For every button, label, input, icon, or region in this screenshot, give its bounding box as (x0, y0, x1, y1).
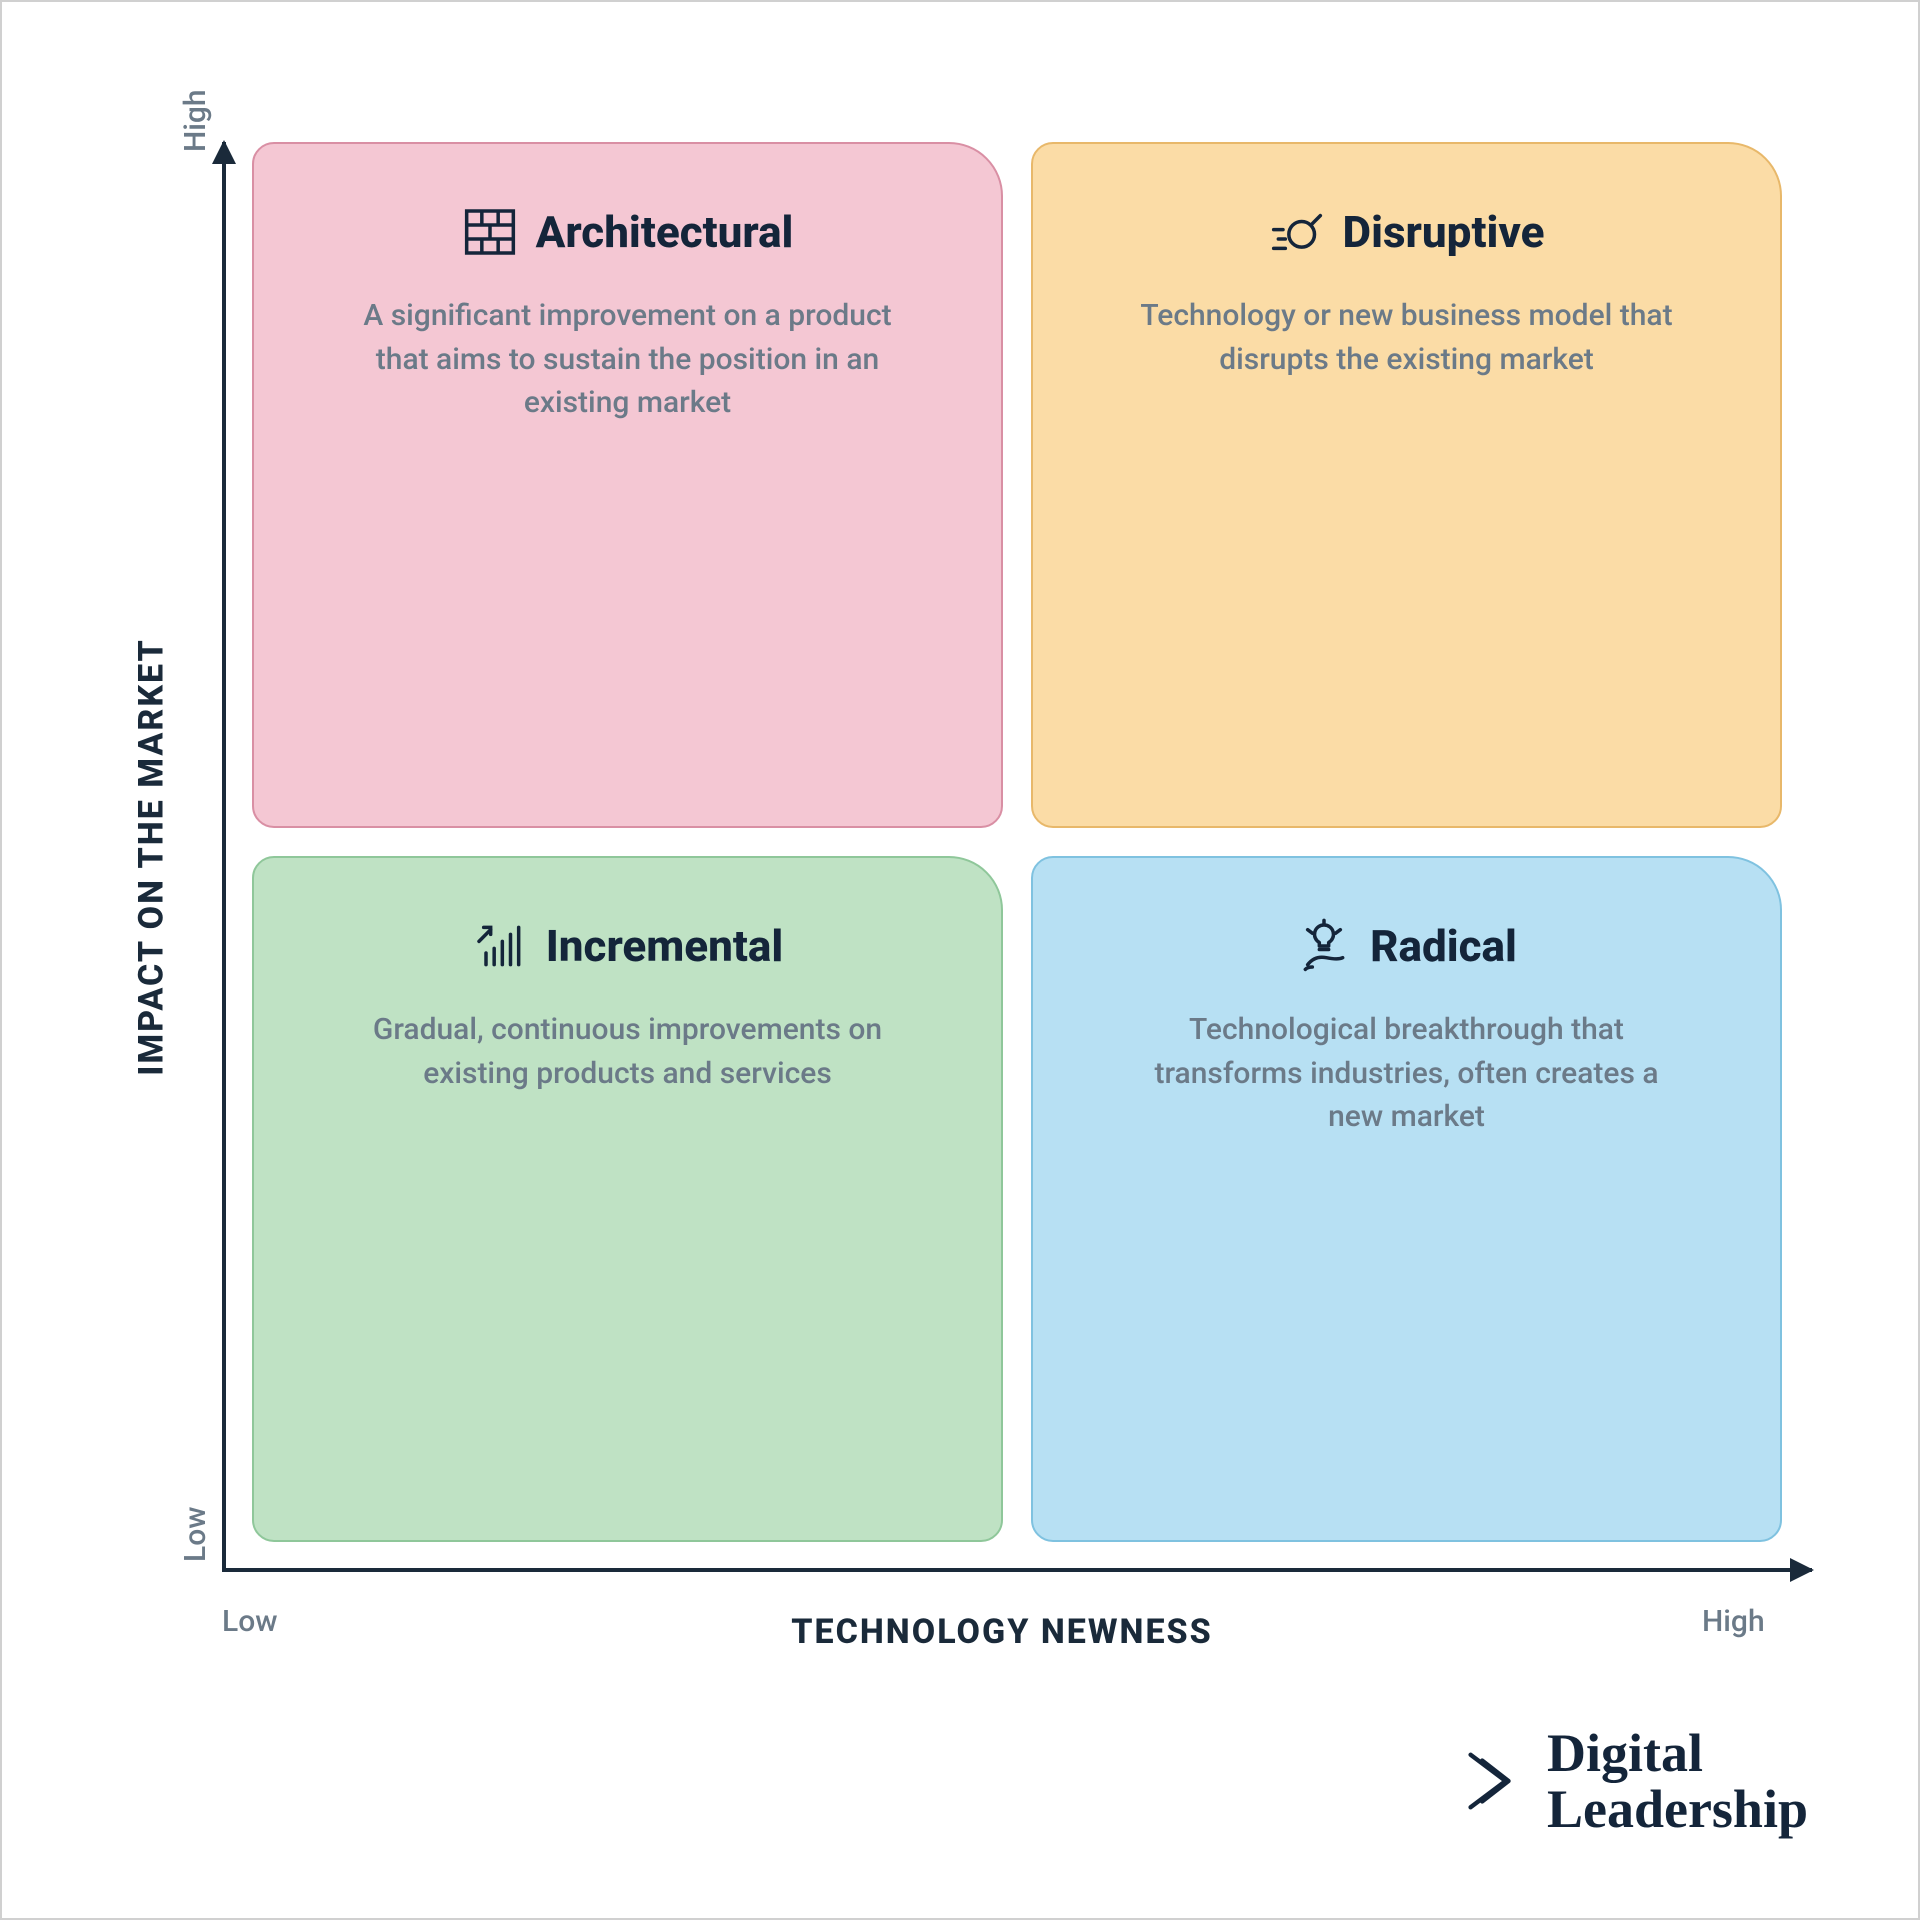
quadrant-title-row: Disruptive (1269, 204, 1545, 260)
quadrant-radical: Radical Technological breakthrough that … (1031, 856, 1782, 1542)
y-axis-label-text: IMPACT ON THE MARKET (132, 638, 172, 1075)
brand-text: Digital Leadership (1547, 1725, 1808, 1838)
x-axis-label: TECHNOLOGY NEWNESS (222, 1612, 1782, 1652)
quadrant-desc: A significant improvement on a product t… (348, 294, 908, 425)
quadrant-architectural: Architectural A significant improvement … (252, 142, 1003, 828)
brick-wall-icon (462, 204, 518, 260)
y-axis-label: IMPACT ON THE MARKET (122, 142, 182, 1572)
quadrant-desc: Technological breakthrough that transfor… (1127, 1008, 1687, 1139)
quadrant-title: Disruptive (1343, 206, 1545, 258)
quadrant-disruptive: Disruptive Technology or new business mo… (1031, 142, 1782, 828)
quadrant-title-row: Incremental (472, 918, 784, 974)
quadrant-title: Radical (1370, 920, 1517, 972)
quadrant-title: Incremental (546, 920, 784, 972)
y-axis-line (222, 142, 226, 1572)
brand-line2: Leadership (1547, 1781, 1808, 1838)
brand-line1: Digital (1547, 1725, 1808, 1782)
y-tick-low: Low (178, 1507, 213, 1563)
quadrant-title-row: Radical (1296, 918, 1517, 974)
quadrant-title-row: Architectural (462, 204, 794, 260)
chart-area: Architectural A significant improvement … (222, 142, 1782, 1572)
matrix-diagram: IMPACT ON THE MARKET High Low Low High (0, 0, 1920, 1920)
y-tick-high: High (178, 89, 213, 152)
brand-lockup: Digital Leadership (1461, 1725, 1808, 1838)
quadrant-desc: Technology or new business model that di… (1127, 294, 1687, 381)
quadrant-grid: Architectural A significant improvement … (252, 142, 1782, 1542)
x-axis-line (222, 1568, 1812, 1572)
growth-bars-icon (472, 918, 528, 974)
brand-chevron-icon (1461, 1746, 1521, 1816)
quadrant-title: Architectural (536, 206, 794, 258)
magnifier-motion-icon (1269, 204, 1325, 260)
quadrant-incremental: Incremental Gradual, continuous improvem… (252, 856, 1003, 1542)
idea-hand-icon (1296, 918, 1352, 974)
quadrant-desc: Gradual, continuous improvements on exis… (348, 1008, 908, 1095)
